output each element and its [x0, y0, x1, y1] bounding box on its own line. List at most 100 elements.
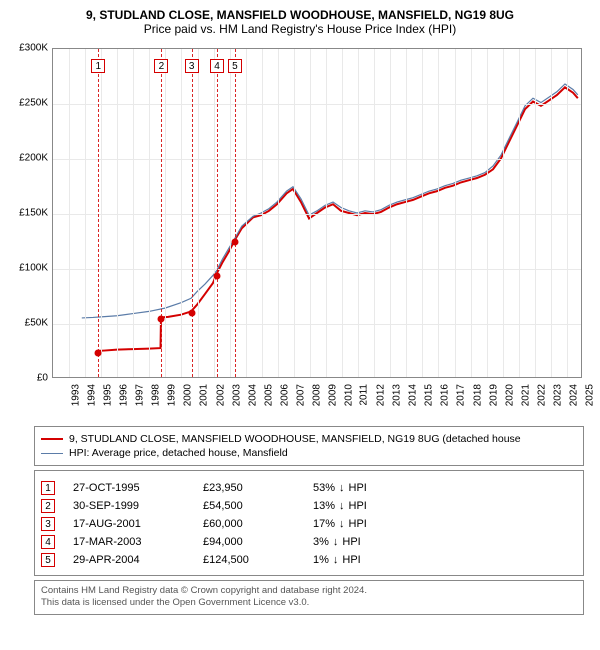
transaction-date: 30-SEP-1999	[73, 500, 203, 512]
vgrid-line	[181, 49, 182, 377]
transaction-index-box: 5	[41, 553, 55, 567]
vgrid-line	[342, 49, 343, 377]
transaction-diff: 17%HPI	[313, 518, 367, 530]
xtick-label: 2003	[231, 384, 242, 406]
xtick-label: 2005	[263, 384, 274, 406]
transaction-hpi-label: HPI	[342, 536, 360, 548]
vgrid-line	[101, 49, 102, 377]
arrow-down-icon	[339, 518, 345, 530]
vgrid-line	[374, 49, 375, 377]
ytick-label: £300K	[10, 43, 48, 54]
transaction-index-box: 3	[41, 517, 55, 531]
transaction-row: 317-AUG-2001£60,00017%HPI	[41, 517, 577, 531]
marker-line	[217, 49, 218, 377]
transaction-index-box: 4	[41, 535, 55, 549]
ytick-label: £200K	[10, 153, 48, 164]
arrow-down-icon	[339, 482, 345, 494]
vgrid-line	[487, 49, 488, 377]
transaction-index-box: 2	[41, 499, 55, 513]
transaction-hpi-label: HPI	[349, 482, 367, 494]
arrow-down-icon	[339, 500, 345, 512]
xtick-label: 1994	[86, 384, 97, 406]
transaction-price: £60,000	[203, 518, 313, 530]
xtick-label: 2017	[456, 384, 467, 406]
vgrid-line	[230, 49, 231, 377]
ytick-label: £0	[10, 373, 48, 384]
marker-box: 5	[228, 59, 242, 73]
transaction-price: £23,950	[203, 482, 313, 494]
transaction-row: 1 27-OCT-1995£23,95053% HPI	[41, 481, 577, 495]
ytick-label: £250K	[10, 98, 48, 109]
vgrid-line	[326, 49, 327, 377]
vgrid-line	[471, 49, 472, 377]
xtick-label: 2013	[391, 384, 402, 406]
ytick-label: £50K	[10, 318, 48, 329]
xtick-label: 2007	[295, 384, 306, 406]
xtick-label: 2015	[424, 384, 435, 406]
xtick-label: 2009	[327, 384, 338, 406]
transaction-hpi-label: HPI	[342, 554, 360, 566]
ytick-label: £150K	[10, 208, 48, 219]
transaction-date: 27-OCT-1995	[73, 482, 203, 494]
xtick-label: 2018	[472, 384, 483, 406]
ytick-label: £100K	[10, 263, 48, 274]
xtick-label: 2000	[183, 384, 194, 406]
marker-dot	[231, 239, 238, 246]
vgrid-line	[262, 49, 263, 377]
xtick-label: 1999	[167, 384, 178, 406]
legend-text: HPI: Average price, detached house, Mans…	[69, 447, 288, 459]
vgrid-line	[198, 49, 199, 377]
vgrid-line	[406, 49, 407, 377]
xtick-label: 2021	[520, 384, 531, 406]
transaction-index-box: 1	[41, 481, 55, 495]
chart-area: £0 £50K £100K £150K £200K £250K £300K 12345 19…	[10, 40, 590, 420]
transaction-diff-pct: 1%	[313, 554, 329, 566]
transaction-date: 29-APR-2004	[73, 554, 203, 566]
xtick-label: 1998	[151, 384, 162, 406]
transaction-row: 4 17-MAR-2003£94,0003% HPI	[41, 535, 577, 549]
xtick-label: 2011	[359, 384, 370, 406]
transaction-price: £94,000	[203, 536, 313, 548]
marker-dot	[95, 349, 102, 356]
chart-titles: 9, STUDLAND CLOSE, MANSFIELD WOODHOUSE, …	[10, 8, 590, 36]
series-property	[98, 87, 578, 351]
transaction-diff: 53% HPI	[313, 482, 367, 494]
legend-row: HPI: Average price, detached house, Mans…	[41, 447, 577, 459]
transaction-diff-pct: 13%	[313, 500, 335, 512]
xtick-label: 2004	[247, 384, 258, 406]
vgrid-line	[358, 49, 359, 377]
xtick-label: 2001	[199, 384, 210, 406]
marker-line	[98, 49, 99, 377]
transaction-diff: 1% HPI	[313, 554, 361, 566]
xtick-label: 2022	[536, 384, 547, 406]
vgrid-line	[519, 49, 520, 377]
transaction-row: 5 29-APR-2004£124,5001% HPI	[41, 553, 577, 567]
transaction-diff-pct: 53%	[313, 482, 335, 494]
legend-text: 9, STUDLAND CLOSE, MANSFIELD WOODHOUSE, …	[69, 433, 521, 445]
xtick-label: 2010	[343, 384, 354, 406]
plot-region: 12345	[52, 48, 582, 378]
marker-line	[161, 49, 162, 377]
transaction-price: £124,500	[203, 554, 313, 566]
vgrid-line	[214, 49, 215, 377]
marker-dot	[158, 316, 165, 323]
title-line-2: Price paid vs. HM Land Registry's House …	[10, 22, 590, 36]
arrow-down-icon	[333, 536, 339, 548]
transaction-date: 17-MAR-2003	[73, 536, 203, 548]
vgrid-line	[69, 49, 70, 377]
transaction-diff-pct: 3%	[313, 536, 329, 548]
vgrid-line	[149, 49, 150, 377]
marker-dot	[213, 272, 220, 279]
xtick-label: 1997	[134, 384, 145, 406]
vgrid-line	[85, 49, 86, 377]
xtick-label: 1996	[118, 384, 129, 406]
xtick-label: 2019	[488, 384, 499, 406]
marker-dot	[188, 310, 195, 317]
vgrid-line	[535, 49, 536, 377]
footer-line-1: Contains HM Land Registry data © Crown c…	[41, 585, 577, 597]
transaction-diff-pct: 17%	[313, 518, 335, 530]
vgrid-line	[390, 49, 391, 377]
vgrid-line	[438, 49, 439, 377]
marker-box: 4	[210, 59, 224, 73]
marker-box: 2	[154, 59, 168, 73]
